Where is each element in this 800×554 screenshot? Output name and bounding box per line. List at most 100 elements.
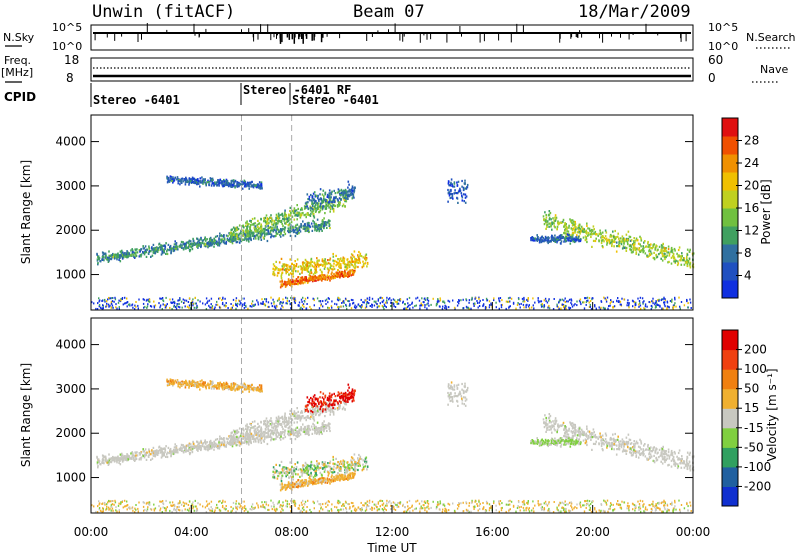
power-echo-372 [165,242,167,245]
power-echo-2058 [320,277,322,281]
power-echo-670 [240,240,243,243]
power-echo-2527 [565,223,567,226]
velocity-echo-435 [322,423,324,426]
power-echo-1231 [279,220,282,223]
power-echo-3808 [634,302,636,305]
power-echo-887 [296,218,298,221]
power-echo-904 [304,207,306,210]
power-echo-4056 [205,297,208,300]
velocity-echo-220 [113,460,116,463]
power-echo-2108 [297,279,299,282]
power-echo-1249 [275,222,278,225]
power-echo-1000 [267,218,270,221]
power-echo-2718 [571,221,573,224]
velocity-echo-702 [138,458,141,461]
power-echo-3400 [184,299,186,302]
power-echo-1702 [348,266,351,269]
velocity-echo-607 [108,453,110,456]
power-echo-695 [208,241,210,244]
power-echo-868 [280,213,282,217]
power-echo-3056 [560,240,563,243]
power-echo-3167 [575,238,577,241]
power-echo-3753 [239,300,241,303]
power-echo-461 [193,241,196,244]
velocity-echo-263 [275,432,277,435]
power-echo-769 [213,242,216,245]
power-echo-4071 [145,299,148,302]
power-echo-3271 [478,305,481,307]
power-echo-1045 [298,213,301,216]
power-echo-2162 [319,277,321,280]
power-echo-235 [292,228,294,231]
power-echo-2514 [592,239,595,242]
power-echo-3132 [550,236,553,239]
power-echo-1550 [168,180,171,183]
power-echo-912 [313,207,316,211]
velocity-echo-559 [196,440,199,443]
velocity-echo-228 [244,435,247,438]
power-echo-2968 [623,241,625,244]
power-echo-80 [121,249,123,252]
power-echo-123 [114,255,116,258]
velocity-echo-460 [180,446,182,449]
velocity-echo-398 [320,426,323,429]
power-echo-3796 [686,300,688,303]
power-echo-2182 [341,271,343,274]
power-echo-2525 [545,221,547,224]
power-echo-4002 [556,303,558,306]
power-echo-2596 [550,225,552,228]
power-echo-2639 [647,242,649,245]
velocity-echo-424 [169,447,172,451]
velocity-echo-361 [117,457,119,460]
power-echo-490 [276,232,279,235]
power-echo-1902 [342,256,345,259]
power-echo-4029 [652,302,654,305]
power-echo-3699 [612,306,614,309]
power-echo-2817 [584,230,586,233]
power-echo-3458 [352,301,355,304]
velocity-echo-390 [304,431,307,434]
power-echo-1600 [188,179,191,182]
power-echo-3411 [216,303,219,306]
velocity-echo-439 [161,453,164,456]
power-echo-2244 [310,207,312,210]
velocity-echo-561 [157,451,160,455]
power-echo-1861 [338,265,340,268]
power-echo-2990 [639,250,642,253]
power-echo-2386 [339,193,342,197]
power-echo-2644 [634,247,637,250]
power-echo-2464 [449,184,452,187]
power-echo-3638 [281,302,283,305]
power-echo-1642 [297,265,300,268]
power-echo-1212 [252,223,254,226]
power-echo-3878 [230,303,232,305]
power-echo-3704 [445,307,448,310]
power-echo-3855 [331,306,333,309]
power-echo-422 [228,232,230,235]
power-echo-3223 [426,303,428,306]
power-echo-2426 [449,182,452,185]
power-echo-2613 [689,248,691,251]
power-echo-4015 [490,302,492,305]
power-echo-1575 [173,179,176,182]
power-echo-1891 [307,270,310,273]
velocity-echo-104 [202,442,205,445]
power-echo-1759 [288,273,290,276]
power-echo-3576 [310,308,312,310]
velocity-echo-525 [323,427,326,430]
power-echo-3491 [104,300,106,303]
power-echo-1042 [232,235,234,238]
power-echo-1491 [252,186,255,189]
power-echo-4069 [107,303,110,306]
power-echo-3044 [554,237,556,240]
power-colorbar-swatch-9 [722,118,738,137]
velocity-echo-647 [320,431,322,434]
power-echo-2998 [571,219,574,222]
power-echo-450 [139,254,142,257]
power-echo-3253 [561,298,563,301]
power-echo-651 [175,242,178,245]
power-echo-1854 [293,264,295,267]
power-echo-3975 [486,299,489,302]
power-echo-398 [320,223,323,226]
power-echo-1907 [355,258,357,261]
